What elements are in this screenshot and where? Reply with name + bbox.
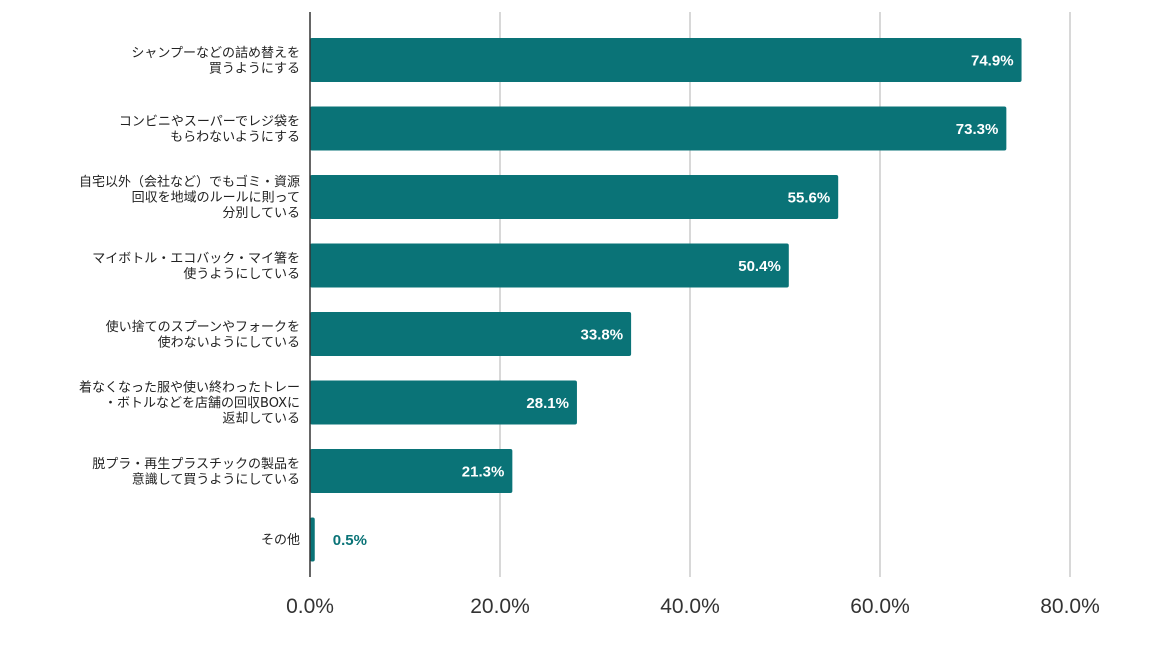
x-tick-label: 80.0% — [1040, 595, 1100, 618]
x-tick-labels: 0.0% 20.0% 40.0% 60.0% 80.0% — [286, 595, 1100, 618]
category-label: マイボトル・エコバック・マイ箸を使うようにしている — [92, 250, 300, 282]
category-labels: シャンプーなどの詰め替えを買うようにするコンビニやスーパーでレジ袋をもらわないよ… — [79, 45, 300, 548]
category-label: コンビニやスーパーでレジ袋をもらわないようにする — [119, 114, 300, 145]
value-label: 50.4% — [738, 258, 781, 275]
value-label: 74.9% — [971, 53, 1014, 70]
bar — [310, 243, 789, 288]
bar — [310, 312, 632, 356]
bar — [310, 449, 513, 493]
value-label: 0.5% — [333, 532, 367, 549]
value-label: 21.3% — [462, 464, 505, 481]
bar — [310, 380, 577, 425]
category-label: その他 — [261, 533, 300, 548]
gridlines — [499, 12, 1071, 577]
value-label: 73.3% — [956, 121, 999, 138]
category-label: シャンプーなどの詰め替えを買うようにする — [131, 45, 300, 77]
value-labels: 74.9% 73.3% 55.6% 50.4% 33.8% 28.1% 21.3% 0.5% — [333, 53, 1014, 550]
category-label: 着なくなった服や使い終わったトレー・ボトルなどを店舗の回収BOXに返却している — [79, 380, 300, 427]
x-tick-label: 20.0% — [470, 595, 530, 618]
x-tick-label: 0.0% — [286, 595, 334, 618]
bar — [310, 517, 315, 562]
bar — [310, 175, 839, 219]
category-label: 使い捨てのスプーンやフォークを使わないようにしている — [106, 319, 300, 351]
x-tick-label: 40.0% — [660, 595, 720, 618]
value-label: 55.6% — [788, 190, 831, 207]
value-label: 28.1% — [526, 395, 569, 412]
x-tick-label: 60.0% — [850, 595, 910, 618]
category-label: 脱プラ・再生プラスチックの製品を意識して買うようにしている — [92, 457, 300, 488]
bars — [310, 38, 1022, 562]
bar — [310, 38, 1022, 82]
value-label: 33.8% — [581, 327, 624, 344]
bar — [310, 106, 1007, 151]
category-label: 自宅以外（会社など）でもゴミ・資源回収を地域のルールに則って分別している — [79, 174, 300, 221]
